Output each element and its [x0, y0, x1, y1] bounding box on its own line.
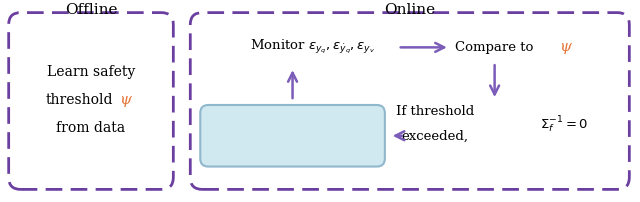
Text: exceeded,: exceeded, [401, 130, 468, 143]
Text: Offline: Offline [65, 3, 117, 17]
Text: Online: Online [384, 3, 435, 17]
Text: Learn safety: Learn safety [47, 65, 135, 79]
Text: Compare to: Compare to [454, 41, 538, 54]
Text: Monitor $\varepsilon_{y_q}, \varepsilon_{\dot{y}_q}, \varepsilon_{y_v}$: Monitor $\varepsilon_{y_q}, \varepsilon_… [250, 38, 375, 56]
FancyBboxPatch shape [200, 105, 385, 166]
Text: $\Sigma_f^{-1} = 0$: $\Sigma_f^{-1} = 0$ [540, 115, 589, 135]
Text: threshold: threshold [45, 93, 113, 107]
Text: ψ: ψ [119, 93, 131, 107]
Text: Run the u-AIC: Run the u-AIC [243, 129, 342, 143]
Text: ψ: ψ [559, 40, 572, 54]
Text: If threshold: If threshold [396, 105, 474, 118]
Text: from data: from data [56, 121, 125, 135]
